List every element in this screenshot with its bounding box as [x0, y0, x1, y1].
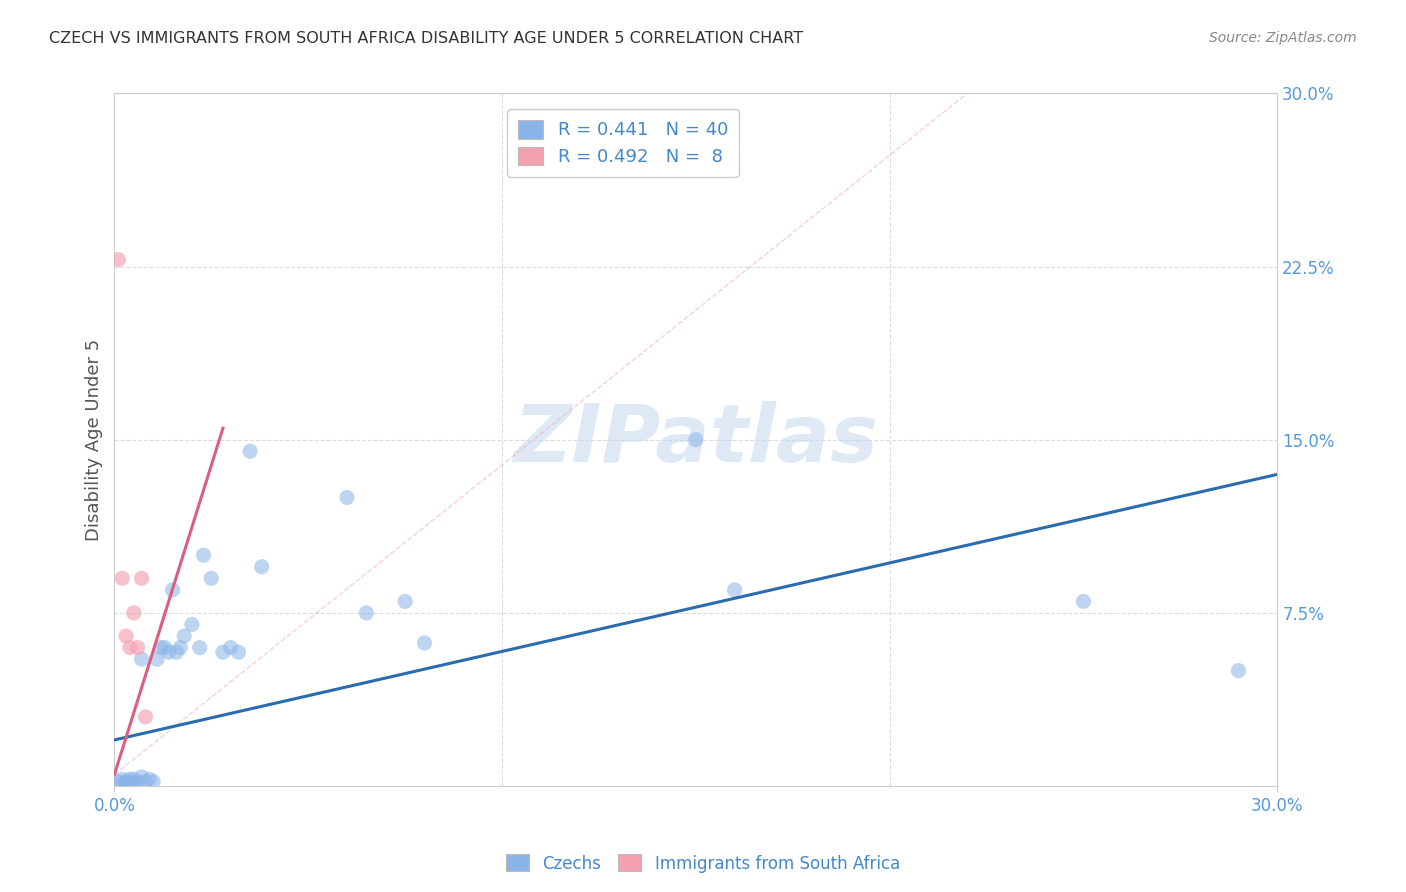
Point — [142, 774, 165, 789]
Point — [115, 777, 138, 791]
Point — [131, 571, 153, 585]
Point — [134, 774, 156, 789]
Point — [685, 433, 707, 447]
Point — [127, 774, 149, 789]
Point — [107, 774, 129, 789]
Legend: Czechs, Immigrants from South Africa: Czechs, Immigrants from South Africa — [499, 847, 907, 880]
Point — [111, 772, 134, 787]
Point — [134, 710, 156, 724]
Point — [413, 636, 436, 650]
Point — [394, 594, 416, 608]
Point — [118, 640, 141, 655]
Point — [336, 491, 359, 505]
Point — [173, 629, 195, 643]
Point — [149, 640, 172, 655]
Point — [146, 652, 169, 666]
Point — [127, 640, 149, 655]
Point — [188, 640, 211, 655]
Point — [200, 571, 222, 585]
Point — [181, 617, 204, 632]
Point — [115, 629, 138, 643]
Point — [169, 640, 191, 655]
Point — [157, 645, 180, 659]
Point — [153, 640, 176, 655]
Point — [115, 774, 138, 789]
Point — [131, 770, 153, 784]
Point — [239, 444, 262, 458]
Y-axis label: Disability Age Under 5: Disability Age Under 5 — [86, 339, 103, 541]
Legend: R = 0.441   N = 40, R = 0.492   N =  8: R = 0.441 N = 40, R = 0.492 N = 8 — [508, 110, 740, 177]
Point — [723, 582, 745, 597]
Text: CZECH VS IMMIGRANTS FROM SOUTH AFRICA DISABILITY AGE UNDER 5 CORRELATION CHART: CZECH VS IMMIGRANTS FROM SOUTH AFRICA DI… — [49, 31, 803, 46]
Text: ZIPatlas: ZIPatlas — [513, 401, 879, 479]
Point — [111, 571, 134, 585]
Point — [131, 652, 153, 666]
Point — [118, 774, 141, 789]
Point — [107, 252, 129, 267]
Point — [1073, 594, 1095, 608]
Point — [122, 772, 145, 787]
Point — [165, 645, 187, 659]
Point — [193, 548, 215, 562]
Point — [122, 606, 145, 620]
Point — [162, 582, 184, 597]
Text: Source: ZipAtlas.com: Source: ZipAtlas.com — [1209, 31, 1357, 45]
Point — [219, 640, 242, 655]
Point — [138, 772, 160, 787]
Point — [250, 559, 273, 574]
Point — [356, 606, 378, 620]
Point — [212, 645, 235, 659]
Point — [122, 777, 145, 791]
Point — [228, 645, 250, 659]
Point — [111, 777, 134, 791]
Point — [1227, 664, 1250, 678]
Point — [118, 772, 141, 787]
